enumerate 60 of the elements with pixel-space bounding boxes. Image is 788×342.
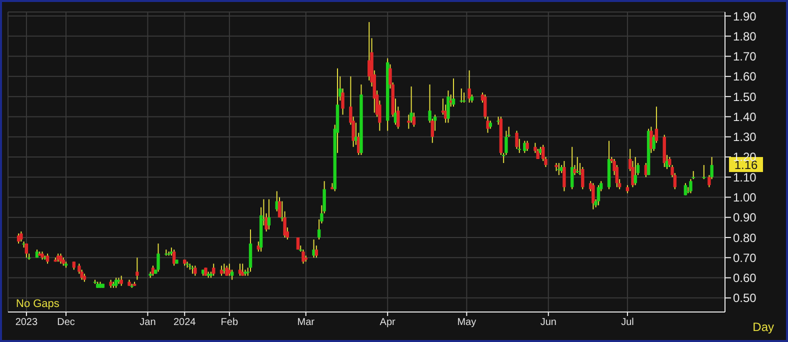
candlestick (462, 92, 466, 104)
candlestick (225, 265, 228, 276)
candlestick (526, 140, 529, 152)
candlestick (702, 164, 706, 180)
candlestick (302, 249, 305, 264)
candlestick (592, 182, 595, 210)
candlestick (562, 160, 566, 192)
candlestick (452, 78, 456, 108)
y-tick-label: 0.60 (733, 271, 757, 286)
candlestick (156, 243, 160, 272)
x-tick-label: May (457, 317, 476, 328)
x-tick-label: Jan (140, 317, 156, 328)
candlestick (515, 130, 518, 150)
candlestick (20, 230, 23, 242)
x-tick-label: Jun (540, 317, 556, 328)
candlestick (576, 156, 579, 174)
candlestick (267, 198, 271, 230)
x-tick-label: Dec (57, 317, 75, 328)
y-tick-label: 0.50 (733, 291, 757, 306)
candlestick (312, 239, 316, 258)
candlestick (446, 90, 450, 124)
candlestick (486, 116, 490, 134)
y-tick-label: 1.40 (733, 110, 757, 124)
y-tick-label: 0.90 (733, 210, 757, 225)
y-tick-label: 1.80 (733, 29, 757, 44)
candlestick (120, 275, 123, 286)
y-tick-label: 1.50 (733, 90, 757, 104)
candlestick (296, 237, 300, 250)
candlestick (570, 146, 574, 190)
candlestick (212, 263, 216, 276)
candlestick (689, 178, 692, 194)
candlestick (596, 184, 600, 206)
x-tick-label: 2023 (15, 317, 38, 328)
y-tick-label: 1.30 (733, 130, 757, 144)
y-tick-label: 0.80 (733, 230, 757, 245)
candlestick (634, 156, 637, 186)
candlestick (484, 94, 487, 120)
candlestick (46, 253, 50, 264)
candlestick (468, 70, 471, 104)
annotation: No Gaps (16, 298, 60, 310)
y-tick-label: 1.60 (733, 70, 757, 84)
x-tick-label: Feb (220, 317, 238, 328)
candlestick (136, 257, 139, 280)
candlestick (241, 263, 244, 276)
candlestick (581, 166, 584, 190)
y-tick-label: 1.00 (733, 190, 757, 204)
x-tick-label: 2024 (173, 317, 196, 328)
y-tick-label: 1.10 (733, 170, 757, 184)
x-tick-label: Mar (297, 317, 316, 328)
x-tick-label: Jul (621, 317, 634, 328)
candlestick (684, 182, 688, 196)
y-tick-label: 1.70 (733, 50, 757, 64)
candlestick (194, 265, 197, 276)
y-tick-label: 0.70 (733, 250, 757, 265)
y-tick-label: 1.90 (733, 9, 757, 24)
candlestick (668, 156, 672, 168)
candlestick (59, 253, 62, 264)
candlestick (24, 243, 28, 258)
text: Day (752, 320, 774, 334)
x-tick-label: Apr (380, 317, 396, 328)
